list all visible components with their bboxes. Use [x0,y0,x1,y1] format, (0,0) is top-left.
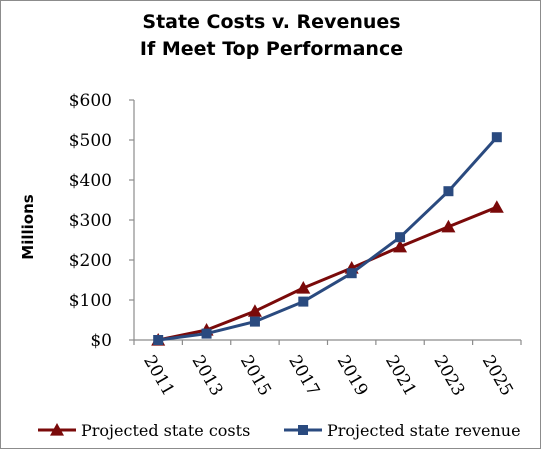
chart-title-line-1: State Costs v. Revenues [142,11,401,33]
series-2-point [249,316,260,327]
legend-marker-1 [50,423,64,436]
series-1-point [393,239,408,253]
x-tick-label: 2021 [381,352,420,399]
y-tick-label: $400 [69,171,112,191]
series-1-point [296,281,311,294]
y-tick-label: $0 [90,331,112,351]
y-tick-label: $500 [69,131,112,151]
y-tick-label: $200 [69,251,112,271]
x-tick-label: 2013 [188,352,227,399]
x-tick-label: 2019 [333,352,372,399]
series-2-point [153,335,164,345]
series-2-point [346,268,357,279]
legend-marker-2 [298,425,308,435]
x-tick-label: 2025 [478,352,517,399]
legend-label-1: Projected state costs [81,421,250,440]
x-tick-label: 2011 [139,352,178,399]
chart-title: State Costs v. Revenues If Meet Top Perf… [1,9,542,63]
series-line-2 [157,136,498,342]
series-1-point [489,200,504,213]
y-tick-label: $100 [69,291,112,311]
x-tick-label: 2017 [284,352,323,399]
chart-title-line-2: If Meet Top Performance [139,38,404,60]
series-2-point [201,328,212,339]
series-2-point [395,232,406,243]
series-2-point [298,296,309,307]
legend-label-2: Projected state revenue [327,421,521,440]
y-tick-label: $300 [69,211,112,231]
series-2-point [443,186,454,197]
series-1-point [441,219,456,233]
series-2-point [491,132,502,143]
y-tick-label: $600 [69,91,112,111]
x-tick-label: 2023 [429,352,468,399]
x-tick-label: 2015 [236,352,275,399]
series-1-point [247,304,262,317]
series-line-1 [157,205,498,342]
